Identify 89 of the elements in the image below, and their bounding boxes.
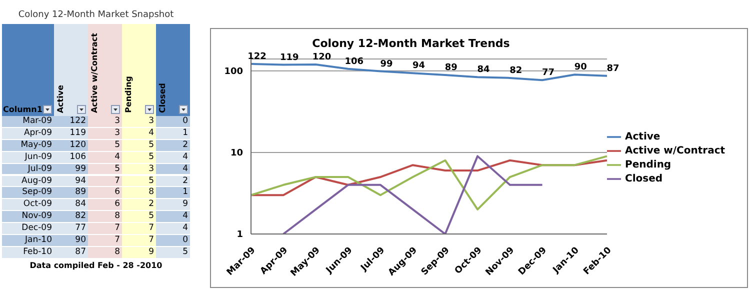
- data-label: 3: [88, 128, 122, 139]
- data-label: 6: [88, 199, 122, 210]
- text: Active w/Contract: [90, 32, 99, 113]
- data-label: 84: [477, 65, 490, 76]
- text: Active: [56, 84, 65, 113]
- line-series: [282, 155, 544, 234]
- data-label: 119: [280, 52, 299, 63]
- data-label: 6: [88, 187, 122, 198]
- data-label: 87: [54, 246, 88, 258]
- data-label: 8: [122, 187, 156, 198]
- category-label: Jul-09: [2, 164, 54, 174]
- data-label: 99: [380, 59, 393, 70]
- text: Closed: [158, 82, 167, 113]
- data-label: 90: [54, 235, 88, 246]
- category-label: Oct-09: [2, 199, 54, 210]
- data-label: 7: [122, 235, 156, 246]
- data-label: 2: [122, 199, 156, 210]
- legend-label: Active w/Contract: [625, 146, 726, 157]
- data-label: 3: [122, 116, 156, 127]
- data-label: 82: [54, 211, 88, 222]
- data-label: 5: [122, 152, 156, 163]
- data-label: 2: [156, 140, 190, 151]
- data-label: 7: [88, 235, 122, 246]
- data-label: 122: [54, 116, 88, 127]
- data-label: 5: [122, 211, 156, 222]
- data-label: 94: [412, 61, 426, 72]
- y-tick-label: 1: [236, 230, 243, 240]
- data-label: 5: [88, 164, 122, 174]
- data-label: 106: [54, 152, 88, 163]
- line-series: [250, 159, 608, 196]
- data-label: 7: [88, 176, 122, 186]
- data-label: 119: [54, 128, 88, 139]
- data-label: 120: [312, 52, 332, 62]
- y-tick-label: 100: [224, 67, 243, 78]
- data-label: 9: [122, 246, 156, 258]
- category-label: Sep-09: [2, 187, 54, 198]
- text: Column1: [3, 105, 42, 114]
- data-label: 90: [574, 62, 587, 73]
- data-label: 122: [248, 52, 266, 62]
- data-label: 89: [444, 63, 458, 74]
- legend-label: Pending: [625, 160, 672, 171]
- data-label: 106: [344, 56, 364, 67]
- category-label: Apr-09: [2, 128, 54, 139]
- data-label: 5: [122, 140, 156, 151]
- legend-label: Closed: [625, 174, 663, 185]
- data-label: 7: [88, 223, 122, 234]
- data-label: 5: [156, 246, 190, 258]
- category-label: Dec-09: [2, 223, 54, 234]
- data-label: 0: [156, 235, 190, 246]
- data-label: 3: [88, 116, 122, 127]
- data-label: 3: [122, 164, 156, 174]
- data-label: 1: [156, 128, 190, 139]
- chart-title: Colony 12-Month Market Trends: [311, 37, 511, 50]
- data-label: 120: [54, 140, 88, 151]
- category-label: Nov-09: [2, 211, 54, 222]
- y-tick-label: 10: [230, 148, 243, 159]
- data-label: 4: [156, 223, 190, 234]
- text: Data compiled Feb - 28 -2010: [28, 260, 164, 270]
- data-label: 9: [156, 199, 190, 210]
- data-label: 84: [54, 199, 88, 210]
- data-label: 2: [156, 176, 190, 186]
- category-label: Jan-10: [2, 235, 54, 246]
- data-label: 89: [54, 187, 88, 198]
- data-label: 99: [54, 164, 88, 174]
- data-label: 4: [156, 211, 190, 222]
- data-label: 4: [156, 152, 190, 163]
- data-label: 94: [54, 176, 88, 186]
- data-label: 5: [88, 140, 122, 151]
- data-label: 1: [156, 187, 190, 198]
- text: Pending: [124, 76, 133, 113]
- data-label: 7: [122, 223, 156, 234]
- data-label: 0: [156, 116, 190, 127]
- category-label: Mar-09: [2, 116, 54, 127]
- data-label: 87: [606, 64, 620, 74]
- data-label: 4: [88, 152, 122, 163]
- line-series: [250, 155, 608, 210]
- data-label: 77: [54, 223, 88, 234]
- text: Colony 12-Month Market Snapshot: [17, 10, 175, 20]
- data-label: 4: [122, 128, 156, 139]
- category-label: Aug-09: [2, 176, 54, 186]
- data-label: 5: [122, 176, 156, 186]
- legend-label: Active: [625, 132, 660, 143]
- category-label: May-09: [2, 140, 54, 151]
- data-label: 77: [542, 68, 555, 78]
- data-label: 8: [88, 211, 122, 222]
- data-label: 4: [156, 164, 190, 174]
- category-label: Jun-09: [2, 152, 54, 163]
- data-label: 8: [88, 246, 122, 258]
- data-label: 82: [510, 66, 522, 76]
